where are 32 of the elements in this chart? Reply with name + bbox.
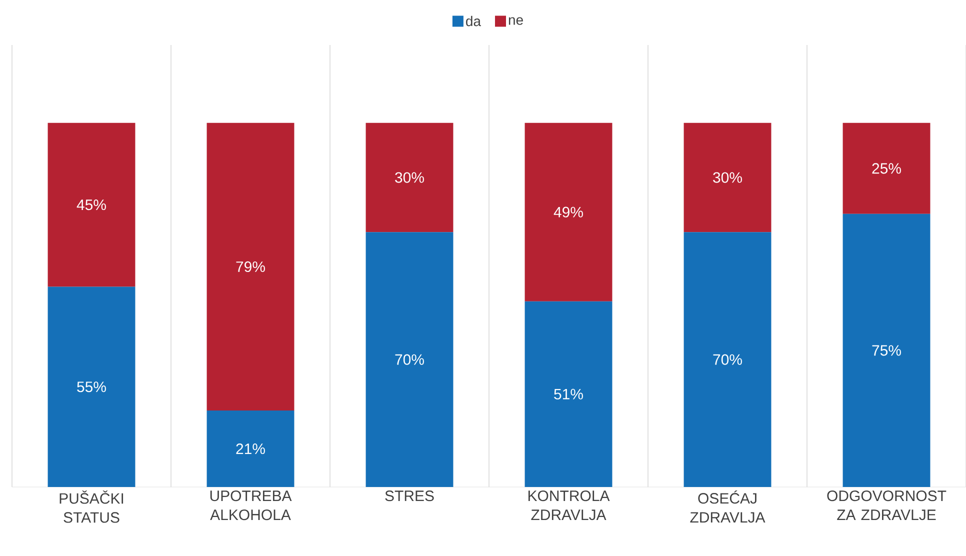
bar [48,286,136,487]
data-label: 70% [395,354,424,365]
legend-label: ne [508,17,523,25]
data-label: 49% [554,206,583,218]
bar [366,232,454,487]
data-label: 51% [554,388,583,400]
data-label: 75% [872,345,901,356]
bar [524,301,612,487]
x-tick-label: PUŠAČKI STATUS [60,490,124,523]
data-label: 30% [713,172,742,183]
bar [206,410,294,487]
data-label: 25% [872,163,901,174]
bar [684,122,772,232]
data-label: 45% [76,200,106,210]
legend-label: da [466,16,482,26]
bar [206,122,294,411]
x-tick-label: OSEĆAJ ZDRAVLJA [690,490,766,523]
data-label: 79% [236,261,265,272]
data-label: 55% [77,382,106,392]
x-tick-label: ODGOVORNOST ZA ZDRAVLJE [827,490,946,520]
bar [524,122,612,302]
data-label: 21% [236,443,265,454]
bar [842,122,930,214]
bar [48,122,136,287]
bar [366,122,454,232]
x-tick-label: UPOTREBA ALKOHOLA [210,490,292,520]
data-label: 70% [713,354,742,365]
bar [684,232,772,487]
data-label: 30% [395,172,424,183]
x-tick-label: KONTROLA ZDRAVLJA [528,490,610,520]
x-tick-label: STRES [385,490,434,502]
bar [842,214,930,487]
